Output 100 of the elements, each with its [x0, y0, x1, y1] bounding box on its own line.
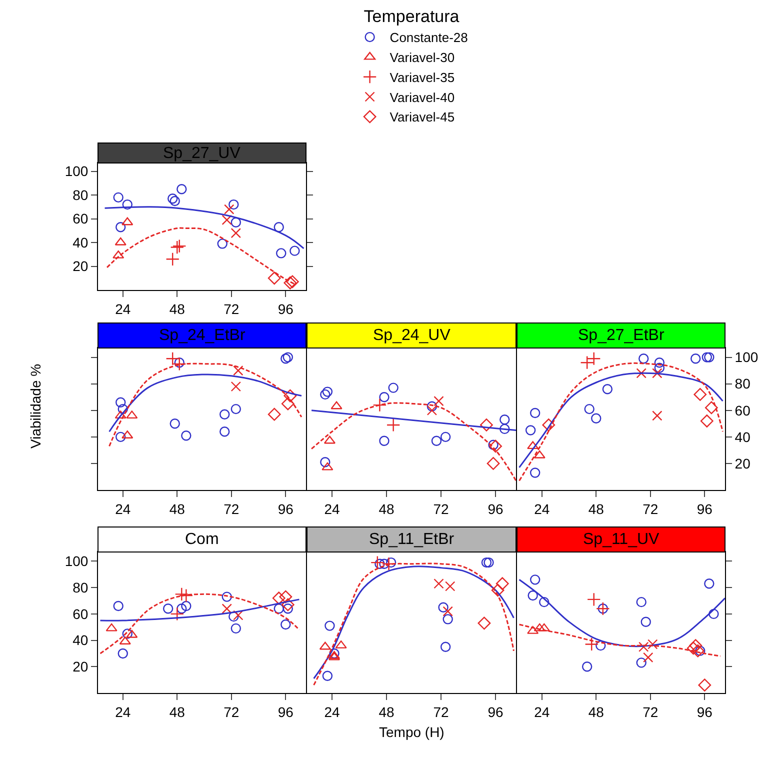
point	[530, 574, 540, 585]
point	[530, 408, 540, 418]
point	[176, 184, 187, 194]
point	[491, 584, 504, 597]
point	[222, 604, 232, 614]
y-tick-label: 80	[72, 579, 88, 596]
y-tick-label: 100	[64, 163, 88, 180]
y-tick-label: 80	[734, 376, 751, 392]
point	[434, 396, 444, 406]
point	[274, 222, 284, 232]
point	[584, 637, 599, 652]
point	[279, 590, 292, 604]
point	[222, 592, 232, 602]
x-tick-label: 24	[534, 704, 550, 720]
point	[230, 228, 242, 238]
point	[272, 592, 286, 605]
point	[122, 199, 132, 210]
x-tick-label: 96	[696, 704, 713, 720]
point	[438, 602, 448, 612]
point	[335, 640, 347, 648]
point	[322, 386, 333, 397]
point	[704, 578, 714, 589]
point	[181, 430, 192, 441]
point	[170, 607, 184, 621]
point	[500, 424, 510, 434]
point	[224, 204, 234, 214]
point	[638, 354, 649, 364]
point	[282, 604, 294, 614]
chart-title: Sp_11_EtBr	[369, 531, 455, 548]
point	[162, 604, 174, 614]
chart-title: Sp_24_UV	[373, 327, 451, 344]
point	[580, 356, 594, 370]
point	[329, 648, 340, 659]
point	[434, 578, 444, 589]
point	[230, 623, 242, 634]
x-tick-label: 24	[115, 500, 131, 517]
point	[582, 662, 592, 672]
point	[636, 596, 646, 608]
x-tick-label: 72	[433, 704, 450, 720]
x-tick-label: 72	[224, 300, 240, 317]
point	[268, 272, 281, 285]
point	[116, 397, 126, 408]
x-tick-label: 96	[278, 704, 294, 720]
point	[442, 606, 453, 616]
point	[230, 404, 242, 414]
point	[539, 596, 550, 608]
chart-title: Sp_27_UV	[163, 145, 241, 162]
point	[282, 352, 294, 362]
point	[480, 418, 493, 432]
point	[584, 404, 594, 414]
point	[166, 252, 180, 266]
point	[230, 381, 242, 392]
point	[122, 217, 134, 226]
y-tick-label: 40	[734, 428, 751, 445]
point	[440, 432, 451, 442]
point	[484, 557, 494, 568]
point	[170, 196, 180, 206]
point	[122, 628, 132, 639]
point	[528, 590, 538, 601]
point	[324, 620, 335, 631]
y-tick-label: 20	[72, 658, 88, 675]
legend-label: Variavel-30	[390, 50, 455, 66]
point	[689, 639, 702, 652]
point	[319, 642, 331, 650]
point	[654, 362, 665, 374]
point	[370, 556, 384, 570]
point	[233, 610, 244, 620]
x-tick-label: 24	[115, 300, 131, 317]
point	[220, 426, 230, 437]
x-tick-label: 72	[224, 704, 240, 720]
point	[481, 557, 492, 568]
y-tick-label: 100	[734, 349, 758, 366]
y-tick-label: 60	[72, 606, 88, 622]
point	[445, 581, 456, 592]
point	[274, 604, 284, 614]
point	[116, 222, 126, 232]
point	[586, 592, 601, 606]
point	[168, 194, 178, 204]
point	[527, 626, 539, 634]
x-tick-label: 24	[534, 500, 550, 517]
x-tick-label: 48	[169, 300, 186, 317]
x-tick-label: 24	[115, 704, 131, 720]
point	[113, 600, 124, 612]
point	[431, 436, 442, 446]
point	[230, 217, 242, 228]
point	[379, 392, 390, 402]
x-tick-label: 48	[588, 500, 604, 517]
point	[478, 616, 491, 630]
point	[174, 358, 184, 368]
chart-title: Sp_27_EtBr	[578, 327, 665, 344]
y-tick-label: 40	[72, 234, 88, 250]
point	[217, 238, 228, 249]
point	[596, 640, 606, 651]
point	[636, 368, 646, 378]
x-tick-label: 72	[433, 500, 450, 517]
x-tick-label: 48	[588, 704, 604, 720]
legend-label: Constante-28	[390, 30, 468, 46]
point	[280, 354, 291, 364]
x-tick-label: 72	[642, 500, 658, 517]
point	[181, 600, 192, 612]
